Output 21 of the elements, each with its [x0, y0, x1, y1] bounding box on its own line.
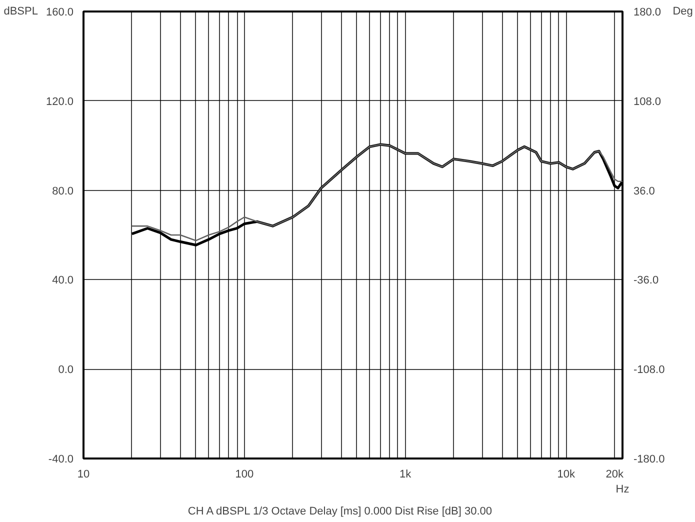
y-tick-label: 40.0 — [52, 274, 74, 287]
y2-axis-title: Deg — [672, 6, 693, 18]
y-tick-label: 0.0 — [58, 364, 74, 376]
y-tick-label: 120.0 — [46, 96, 74, 108]
x-tick-label: 20k — [606, 468, 624, 480]
y-axis-title: dBSPL — [4, 6, 38, 18]
x-tick-label: 1k — [399, 468, 412, 480]
y2-tick-label: 108.0 — [634, 96, 662, 108]
y2-tick-label: -108.0 — [634, 364, 665, 376]
y-tick-label: -40.0 — [48, 454, 74, 466]
y2-tick-label: 180.0 — [634, 6, 662, 18]
y2-tick-label: 36.0 — [634, 185, 655, 198]
x-axis-title: Hz — [616, 484, 630, 496]
text: CH A dBSPL 1/3 Octave Delay [ms] 0.000 Dist Rise [dB] 30.00 — [188, 506, 492, 518]
x-tick-label: 10 — [77, 468, 90, 480]
y-tick-label: 160.0 — [46, 6, 74, 18]
y-tick-label: 80.0 — [52, 185, 74, 198]
x-tick-label: 10k — [557, 468, 576, 480]
y2-tick-label: -36.0 — [634, 274, 659, 287]
x-tick-label: 100 — [235, 468, 254, 480]
y2-tick-label: -180.0 — [634, 454, 665, 466]
